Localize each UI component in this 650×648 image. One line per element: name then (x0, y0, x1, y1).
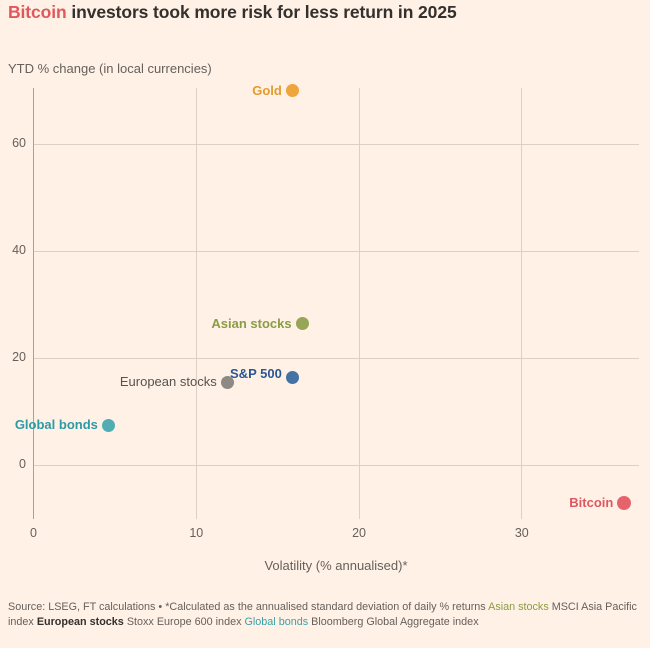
x-axis-title: Volatility (% annualised)* (264, 558, 408, 573)
gridline-y-20 (33, 357, 639, 359)
y-axis-line (33, 88, 34, 519)
point-s-p-500 (285, 370, 299, 384)
x-tick-label-10: 10 (189, 526, 204, 540)
source-text: Stoxx Europe 600 index (123, 616, 245, 628)
y-axis-title: YTD % change (in local currencies) (8, 61, 212, 76)
gridline-x-10 (195, 88, 197, 519)
point-global-bonds (101, 418, 115, 432)
y-tick-label-20: 20 (12, 350, 26, 365)
gridline-x-20 (358, 88, 360, 519)
gridline-x-30 (521, 88, 523, 519)
source-text: Source: LSEG, FT calculations • *Calcula… (8, 601, 489, 613)
chart-title-highlight: Bitcoin (8, 2, 67, 22)
point-label-bitcoin: Bitcoin (569, 494, 614, 510)
gridline-y-40 (33, 250, 639, 252)
y-tick-label-60: 60 (12, 136, 26, 151)
chart-title-rest: investors took more risk for less return… (66, 2, 457, 22)
source-note: Source: LSEG, FT calculations • *Calcula… (8, 600, 642, 630)
x-tick-label-0: 0 (30, 526, 37, 540)
chart-title: Bitcoin investors took more risk for les… (8, 0, 457, 25)
point-label-european-stocks: European stocks (119, 374, 217, 390)
y-tick-label-0: 0 (19, 457, 26, 472)
point-label-s-p-500: S&P 500 (230, 366, 282, 382)
point-asian-stocks (295, 317, 309, 331)
point-label-global-bonds: Global bonds (14, 417, 98, 433)
point-bitcoin (617, 495, 632, 510)
gridline-y-0 (33, 464, 639, 466)
source-text: Bloomberg Global Aggregate index (308, 616, 479, 628)
x-tick-label-30: 30 (514, 526, 529, 540)
point-label-gold: Gold (252, 82, 282, 98)
y-tick-label-40: 40 (12, 243, 26, 258)
source-text: MSCI Asia Pacific index (8, 601, 637, 628)
point-gold (285, 84, 299, 98)
footer-asian-stocks-key: Asian stocks (488, 601, 549, 613)
point-label-asian-stocks: Asian stocks (211, 315, 292, 331)
point-european-stocks (220, 375, 234, 389)
gridline-y-60 (33, 143, 639, 145)
x-tick-label-20: 20 (352, 526, 366, 540)
footer-european-stocks-key: European stocks (36, 616, 124, 628)
footer-global-bonds-key: Global bonds (244, 616, 309, 628)
